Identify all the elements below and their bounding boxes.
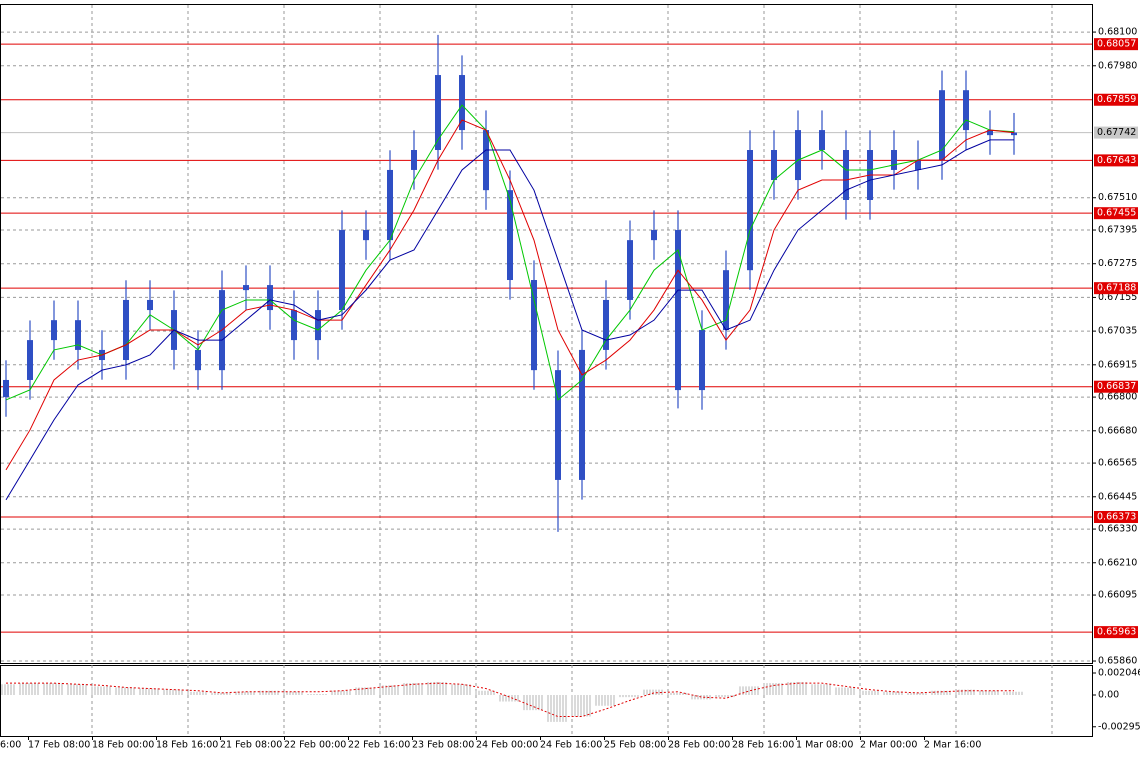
level-label-box	[1094, 282, 1138, 295]
y-tick-label: 0.66680	[1098, 425, 1137, 436]
level-label: 0.67643	[1097, 155, 1136, 166]
y-tick-label: 0.66210	[1098, 557, 1137, 568]
candle-body	[267, 285, 273, 311]
level-label-box	[1094, 38, 1138, 51]
candle-body	[291, 310, 297, 341]
candle-body	[51, 320, 57, 341]
candle-body	[555, 370, 561, 480]
candle-body	[939, 90, 945, 161]
candle-body	[891, 150, 897, 170]
candle-body	[915, 160, 921, 170]
level-label-box	[1094, 380, 1138, 393]
level-label: 0.67455	[1097, 208, 1136, 219]
level-label-box	[1094, 626, 1138, 639]
candle-body	[483, 130, 489, 191]
y-tick-label: 0.66800	[1098, 392, 1137, 403]
level-label: 0.66373	[1097, 511, 1136, 522]
x-tick-label: 23 Feb 08:00	[412, 740, 474, 751]
level-label: 0.68057	[1097, 39, 1136, 50]
candle-body	[387, 169, 393, 241]
candle-body	[723, 270, 729, 330]
candle-body	[195, 349, 201, 371]
price-pane-frame	[0, 4, 1093, 664]
moving-average-line	[5, 139, 1014, 501]
y-tick-label: 0.67510	[1098, 192, 1137, 203]
candle-body	[819, 130, 825, 151]
y-tick-label: 0.67035	[1098, 326, 1137, 337]
y-tick-label: 0.67980	[1098, 60, 1137, 71]
level-label-box	[1094, 93, 1138, 106]
candle-body	[147, 299, 153, 311]
candle-body	[795, 130, 801, 181]
current-price-box	[1094, 126, 1138, 139]
y-tick-label: 0.67395	[1098, 225, 1137, 236]
candle-body	[843, 150, 849, 200]
x-tick-label: 21 Feb 08:00	[220, 740, 282, 751]
y-tick-label: 0.66445	[1098, 491, 1137, 502]
x-tick-label: 22 Feb 00:00	[284, 740, 346, 751]
candle-body	[531, 280, 537, 371]
x-tick-label: 6:00	[0, 740, 21, 751]
candle-body	[435, 75, 441, 151]
level-label-box	[1094, 510, 1138, 523]
candle-body	[1011, 132, 1017, 136]
y-tick-label: 0.66565	[1098, 458, 1137, 469]
level-label-box	[1094, 154, 1138, 167]
y-tick-label: 0.002046	[1098, 668, 1140, 679]
candle-body	[27, 340, 33, 380]
x-tick-label: 18 Feb 16:00	[156, 740, 218, 751]
y-tick-label: -0.002952	[1098, 721, 1140, 732]
candle-body	[339, 230, 345, 311]
candle-body	[363, 230, 369, 241]
candle-body	[3, 379, 9, 398]
y-tick-label: 0.66330	[1098, 524, 1137, 535]
candle-body	[747, 150, 753, 271]
level-label: 0.67188	[1097, 283, 1136, 294]
y-tick-label: 0.66915	[1098, 359, 1137, 370]
candle-body	[579, 349, 585, 480]
candle-body	[963, 90, 969, 131]
y-tick-label: 0.66095	[1098, 590, 1137, 601]
current-price-label: 0.67742	[1097, 127, 1136, 138]
y-tick-label: 0.00	[1098, 690, 1119, 701]
candle-body	[987, 130, 993, 136]
level-label: 0.65963	[1097, 627, 1136, 638]
candle-body	[315, 310, 321, 341]
x-tick-label: 28 Feb 16:00	[732, 740, 794, 751]
x-tick-label: 28 Feb 00:00	[668, 740, 730, 751]
candle-body	[243, 285, 249, 291]
x-tick-label: 2 Mar 16:00	[924, 740, 981, 751]
candle-body	[603, 299, 609, 350]
level-label-box	[1094, 207, 1138, 220]
candle-body	[411, 150, 417, 170]
x-tick-label: 1 Mar 08:00	[796, 740, 853, 751]
x-tick-label: 17 Feb 08:00	[28, 740, 90, 751]
indicator-pane-frame	[0, 665, 1093, 737]
y-tick-label: 0.67155	[1098, 292, 1137, 303]
x-tick-label: 18 Feb 00:00	[92, 740, 154, 751]
x-tick-label: 25 Feb 08:00	[604, 740, 666, 751]
y-tick-label: 0.68100	[1098, 27, 1137, 38]
candle-body	[507, 190, 513, 281]
x-tick-label: 24 Feb 00:00	[476, 740, 538, 751]
y-tick-label: 0.65860	[1098, 656, 1137, 667]
x-tick-label: 22 Feb 16:00	[348, 740, 410, 751]
candle-body	[675, 230, 681, 391]
candle-body	[123, 299, 129, 361]
level-label: 0.67859	[1097, 94, 1136, 105]
candle-body	[459, 75, 465, 131]
x-tick-label: 2 Mar 00:00	[860, 740, 917, 751]
candle-body	[699, 329, 705, 391]
candle-body	[771, 150, 777, 181]
candle-body	[651, 230, 657, 241]
candle-body	[75, 320, 81, 350]
x-tick-label: 24 Feb 16:00	[540, 740, 602, 751]
y-tick-label: 0.67275	[1098, 258, 1137, 269]
signal-line	[6, 682, 1014, 718]
candle-body	[627, 240, 633, 300]
level-label: 0.66837	[1097, 381, 1136, 392]
